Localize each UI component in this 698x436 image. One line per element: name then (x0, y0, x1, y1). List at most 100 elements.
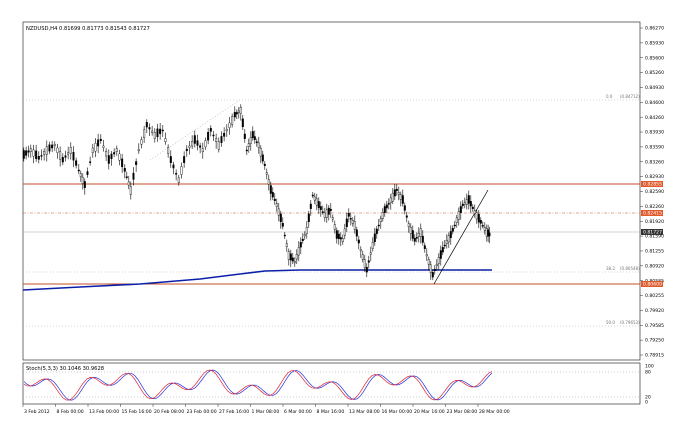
candle-body (315, 198, 318, 206)
price-tick-label: 0.79250 (645, 338, 664, 344)
candle-body (269, 185, 272, 194)
candle-body (365, 267, 368, 273)
moving-average-line[interactable] (22, 269, 492, 291)
candle-body (255, 141, 258, 143)
candle-body (335, 230, 338, 239)
candle-body (37, 155, 40, 160)
candle-body (279, 213, 282, 223)
candle-body (421, 235, 424, 243)
time-tick-label: 28 Mar 00:00 (479, 409, 510, 415)
time-tick-label: 3 Feb 2012 (24, 409, 50, 415)
price-tick-label: 0.85600 (645, 55, 664, 61)
candle-body (145, 122, 148, 128)
candle-body (132, 172, 135, 180)
candle-body (321, 211, 324, 213)
candle-body (305, 226, 308, 234)
price-tick-label: 0.85930 (645, 40, 664, 46)
candle-body (172, 164, 175, 169)
candle-body (345, 218, 348, 228)
level-tag-label: 0.82855 (643, 182, 662, 188)
candle-body (417, 233, 420, 237)
candle-body (385, 204, 388, 209)
candle-body (295, 254, 298, 260)
candle-body (27, 150, 30, 153)
candle-body (199, 145, 202, 148)
fib-label-382-level: 38.2 (606, 266, 615, 271)
candle-body (451, 227, 454, 232)
candle-body (371, 241, 374, 249)
candle-body (91, 147, 94, 153)
candle-body (407, 223, 410, 228)
price-tick-label: 0.82590 (645, 189, 664, 195)
candle-body (281, 222, 284, 227)
candle-body (411, 230, 414, 239)
candle-body (353, 221, 356, 230)
candle-body (159, 128, 162, 134)
candle-body (196, 140, 199, 146)
candle-body (140, 139, 143, 145)
fib-trendline[interactable] (149, 99, 241, 161)
price-panel[interactable] (22, 21, 641, 361)
level-tag (641, 281, 663, 287)
candle-body (293, 261, 296, 264)
candle-body (239, 106, 242, 114)
fib-label-50-price: (0.79653) (620, 320, 640, 325)
candle-body (223, 132, 226, 137)
candle-body (151, 130, 154, 133)
time-axis[interactable]: 3 Feb 2012 8 Feb 00:00 13 Feb 00:00 15 Feb … (22, 404, 510, 415)
fib-label-382-price: (0.80548) (620, 266, 640, 271)
candle-body (169, 156, 172, 163)
candle-body (377, 224, 380, 227)
candle-body (61, 157, 64, 163)
price-tick-label: 0.79920 (645, 308, 664, 314)
candle-body (299, 242, 302, 248)
time-tick-label: 8 Mar 16:00 (317, 409, 345, 415)
candle-body (425, 254, 428, 257)
candle-body (81, 176, 84, 184)
candle-body (107, 155, 110, 164)
candle-body (383, 206, 386, 213)
candle-body (123, 167, 126, 172)
candle-body (83, 181, 86, 188)
candle-body (175, 173, 178, 175)
candle-body (285, 243, 288, 248)
candle-body (241, 118, 244, 128)
price-tick-label: 0.79585 (645, 323, 664, 329)
price-tick-label: 0.84600 (645, 100, 664, 106)
fib-label-50-level: 50.0 (606, 320, 615, 325)
candle-body (349, 218, 352, 220)
candle-body (153, 131, 156, 139)
candle-body (389, 197, 392, 203)
price-tick-label: 0.85260 (645, 70, 664, 76)
candle-body (235, 112, 238, 115)
candle-body (212, 134, 215, 137)
candle-body (387, 203, 390, 205)
candle-body (465, 199, 468, 205)
candle-body (121, 158, 124, 168)
candle-body (359, 249, 362, 252)
stoch-signal-line[interactable] (23, 369, 493, 401)
candle-body (381, 211, 384, 219)
rising-trendline[interactable] (433, 189, 489, 285)
candle-body (32, 149, 35, 157)
price-tick-label: 0.81590 (645, 234, 664, 240)
candle-body (461, 203, 464, 206)
candle-body (183, 156, 186, 163)
candle-body (191, 141, 194, 147)
candle-body (395, 188, 398, 191)
candle-body (180, 166, 183, 175)
candle-body (72, 151, 75, 161)
candle-body (373, 233, 376, 243)
candle-body (457, 211, 460, 220)
stoch-main-line[interactable] (23, 369, 493, 401)
stoch-scale-label: 20 (645, 395, 651, 401)
candle-body (215, 138, 218, 143)
candle-body (48, 144, 51, 152)
candle-body (331, 217, 334, 220)
candle-body (193, 135, 196, 144)
price-axis[interactable]: 0.86270 0.85930 0.85600 0.85260 0.84930 0.846… (640, 26, 664, 359)
candle-body (483, 227, 486, 231)
